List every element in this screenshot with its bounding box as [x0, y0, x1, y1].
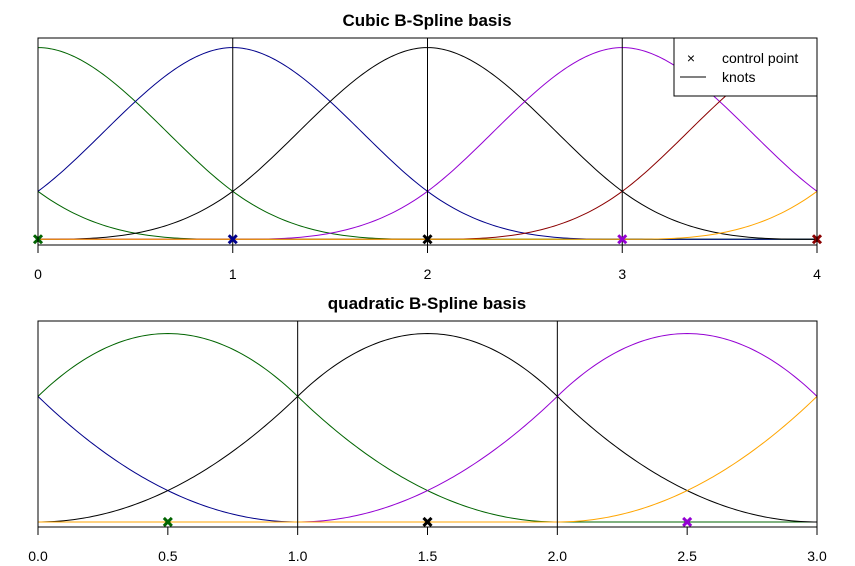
control-point-marker [162, 516, 173, 528]
x-axis: 0 1 2 3 4 [34, 244, 821, 282]
control-point-marker [617, 234, 628, 245]
x-tick-label: 2 [424, 266, 432, 282]
x-tick-label: 0.0 [28, 548, 48, 564]
legend-symbol-cross: × [687, 50, 695, 66]
legend-label-control-point: control point [722, 50, 798, 66]
basis-curve-0 [37, 396, 817, 523]
legend: × control point knots [673, 37, 818, 97]
quadratic-panel: quadratic B-Spline basis 0.0 0.5 1.0 1.5 2.0… [28, 294, 827, 564]
control-point-marker [422, 234, 433, 245]
basis-curve-1 [37, 333, 817, 523]
x-tick-label: 0.5 [158, 548, 178, 564]
x-tick-label: 1.0 [288, 548, 308, 564]
control-point-marker [227, 234, 238, 245]
basis-curve-4 [38, 396, 818, 523]
chart-title: quadratic B-Spline basis [328, 294, 526, 313]
knot-group [297, 321, 558, 527]
x-tick-label: 0 [34, 266, 42, 282]
knot-group [232, 38, 623, 245]
x-tick-label: 2.5 [677, 548, 697, 564]
x-tick-label: 2.0 [548, 548, 568, 564]
x-tick-label: 1 [229, 266, 237, 282]
chart-title: Cubic B-Spline basis [342, 11, 511, 30]
legend-label-knots: knots [722, 69, 755, 85]
x-tick-label: 4 [813, 266, 821, 282]
basis-curve-2 [37, 333, 818, 523]
x-axis: 0.0 0.5 1.0 1.5 2.0 2.5 3.0 [28, 526, 827, 564]
control-point-group [32, 234, 823, 245]
x-tick-label: 3.0 [807, 548, 827, 564]
basis-curve-3 [38, 333, 818, 523]
x-tick-label: 3 [618, 266, 626, 282]
control-point-marker [422, 516, 433, 528]
legend-box [673, 37, 818, 97]
curve-group [37, 333, 818, 523]
cubic-panel: Cubic B-Spline basis 0 1 2 3 4 × control poi… [32, 11, 823, 282]
x-tick-label: 1.5 [418, 548, 438, 564]
control-point-marker [682, 516, 693, 528]
control-point-group [162, 516, 693, 528]
